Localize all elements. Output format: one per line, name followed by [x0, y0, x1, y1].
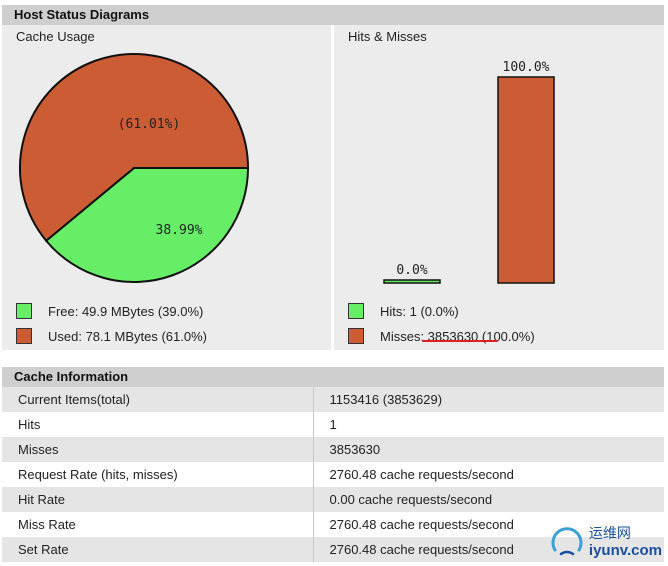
legend-used-label: Used: 78.1 MBytes (61.0%)	[48, 328, 207, 344]
misses-bar-label: 100.0%	[503, 60, 550, 75]
table-row: Current Items(total) 1153416 (3853629)	[2, 387, 664, 412]
info-key: Request Rate (hits, misses)	[2, 462, 314, 487]
misses-swatch	[348, 328, 364, 344]
cache-info-header: Cache Information	[2, 367, 664, 387]
info-value: 1153416 (3853629)	[313, 387, 664, 412]
hits-misses-bar-chart: 0.0% 100.0%	[383, 60, 555, 284]
cache-usage-title: Cache Usage	[16, 29, 95, 44]
used-swatch	[16, 328, 32, 344]
watermark-logo-icon	[551, 527, 583, 556]
legend-used: Used: 78.1 MBytes (61.0%)	[16, 326, 207, 346]
info-key: Set Rate	[2, 537, 314, 562]
pie-used-label: (61.01%)	[118, 117, 181, 132]
pie-free-label: 38.99%	[156, 223, 203, 238]
info-key: Hit Rate	[2, 487, 314, 512]
cache-info-table: Current Items(total) 1153416 (3853629) Hit…	[2, 387, 664, 562]
red-underline-annotation	[422, 340, 498, 342]
info-value: 3853630	[313, 437, 664, 462]
pie-slice-used	[19, 53, 250, 243]
legend-misses-label: Misses: 3853630 (100.0%)	[380, 328, 535, 344]
info-value: 1	[313, 412, 664, 437]
table-row: Miss Rate 2760.48 cache requests/second	[2, 512, 664, 537]
info-key: Current Items(total)	[2, 387, 314, 412]
info-value: 2760.48 cache requests/second	[313, 462, 664, 487]
bar-misses	[497, 76, 555, 284]
watermark-chinese: 运维网	[588, 525, 631, 541]
legend-free: Free: 49.9 MBytes (39.0%)	[16, 301, 203, 321]
hits-swatch	[348, 303, 364, 319]
cache-usage-pie-chart: (61.01%) 38.99%	[19, 53, 250, 283]
hits-misses-title: Hits & Misses	[348, 29, 427, 44]
cache-usage-panel: Cache Usage (61.01%) 38.99% Free: 49.9 M…	[2, 25, 331, 350]
table-row: Request Rate (hits, misses) 2760.48 cache…	[2, 462, 664, 487]
info-key: Misses	[2, 437, 314, 462]
hits-bar-label: 0.0%	[396, 263, 427, 278]
info-key: Miss Rate	[2, 512, 314, 537]
table-row: Hit Rate 0.00 cache requests/second	[2, 487, 664, 512]
watermark-url: iyunv.com	[588, 542, 662, 559]
legend-hits-label: Hits: 1 (0.0%)	[380, 303, 459, 319]
info-value: 2760.48 cache requests/second	[313, 537, 664, 562]
table-row: Set Rate 2760.48 cache requests/second	[2, 537, 664, 562]
watermark: 运维网 iyunv.com	[549, 524, 662, 560]
table-row: Misses 3853630	[2, 437, 664, 462]
table-row: Hits 1	[2, 412, 664, 437]
free-swatch	[16, 303, 32, 319]
legend-hits: Hits: 1 (0.0%)	[348, 301, 459, 321]
host-status-header: Host Status Diagrams	[2, 5, 664, 25]
info-value: 2760.48 cache requests/second	[313, 512, 664, 537]
legend-misses: Misses: 3853630 (100.0%)	[348, 326, 535, 346]
info-key: Hits	[2, 412, 314, 437]
bar-hits	[383, 279, 441, 284]
hits-misses-panel: Hits & Misses 0.0% 100.0% Hits: 1 (0.0%)…	[334, 25, 664, 350]
pie-slice-free	[44, 167, 250, 283]
legend-free-label: Free: 49.9 MBytes (39.0%)	[48, 303, 204, 319]
info-value: 0.00 cache requests/second	[313, 487, 664, 512]
